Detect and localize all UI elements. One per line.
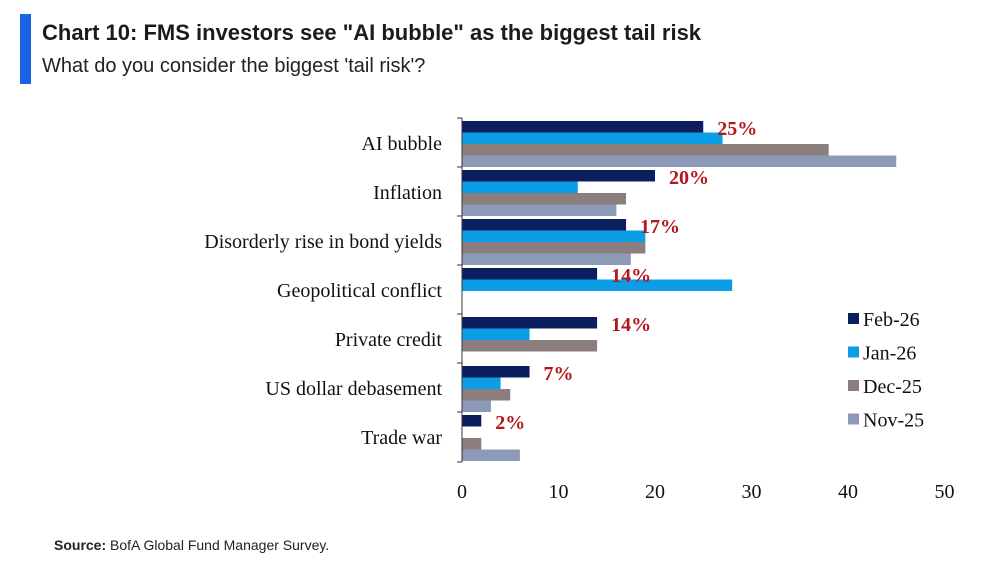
bar-nov-25	[462, 204, 617, 216]
data-label: 17%	[640, 216, 680, 238]
bar-dec-25	[462, 340, 598, 352]
bar-feb-26	[462, 219, 627, 231]
bar-jan-26	[462, 230, 646, 242]
x-tick-label: 10	[549, 481, 569, 503]
source-label: Source:	[54, 537, 107, 553]
bar-jan-26	[462, 181, 578, 193]
data-label: 7%	[544, 363, 574, 385]
data-label: 14%	[611, 314, 651, 336]
bar-nov-25	[462, 155, 897, 167]
bar-dec-25	[462, 438, 482, 450]
source-text: BofA Global Fund Manager Survey.	[110, 537, 330, 553]
legend-label: Nov-25	[863, 410, 924, 432]
category-label: Geopolitical conflict	[277, 280, 442, 302]
legend-label: Jan-26	[863, 343, 916, 365]
bar-feb-26	[462, 121, 704, 133]
category-label: Disorderly rise in bond yields	[204, 231, 442, 253]
bar-nov-25	[462, 400, 491, 412]
bar-nov-25	[462, 253, 631, 265]
legend-label: Dec-25	[863, 376, 922, 398]
category-label: Inflation	[373, 182, 442, 204]
data-label: 25%	[717, 118, 757, 140]
x-tick-label: 20	[645, 481, 665, 503]
bar-feb-26	[462, 415, 482, 427]
bar-dec-25	[462, 193, 627, 205]
chart-title: Chart 10: FMS investors see "AI bubble" …	[42, 20, 702, 45]
legend-label: Feb-26	[863, 309, 920, 331]
bar-feb-26	[462, 366, 530, 378]
legend-swatch-dec-25	[848, 380, 859, 391]
legend-swatch-nov-25	[848, 413, 859, 425]
x-tick-label: 40	[838, 481, 858, 503]
bar-feb-26	[462, 268, 598, 280]
bar-dec-25	[462, 242, 646, 254]
bar-nov-25	[462, 449, 520, 461]
data-label: 2%	[495, 412, 525, 434]
category-label: Private credit	[335, 329, 443, 351]
category-label: AI bubble	[361, 133, 442, 155]
x-tick-label: 50	[935, 481, 955, 503]
source-note: Source: BofA Global Fund Manager Survey.	[54, 537, 329, 553]
data-label: 14%	[611, 265, 651, 287]
chart-subtitle: What do you consider the biggest 'tail r…	[42, 55, 426, 77]
legend-swatch-feb-26	[848, 313, 859, 324]
bar-dec-25	[462, 144, 829, 156]
bar-jan-26	[462, 377, 501, 389]
bar-jan-26	[462, 279, 733, 291]
bar-feb-26	[462, 170, 655, 182]
legend-swatch-jan-26	[848, 346, 859, 358]
category-label: Trade war	[361, 427, 442, 449]
bar-jan-26	[462, 328, 530, 340]
bar-dec-25	[462, 389, 511, 401]
x-tick-label: 30	[742, 481, 762, 503]
data-label: 20%	[669, 167, 709, 189]
bar-jan-26	[462, 132, 723, 144]
bar-feb-26	[462, 317, 598, 329]
x-tick-label: 0	[457, 481, 467, 503]
category-label: US dollar debasement	[265, 378, 442, 400]
title-accent-bar	[20, 14, 31, 84]
